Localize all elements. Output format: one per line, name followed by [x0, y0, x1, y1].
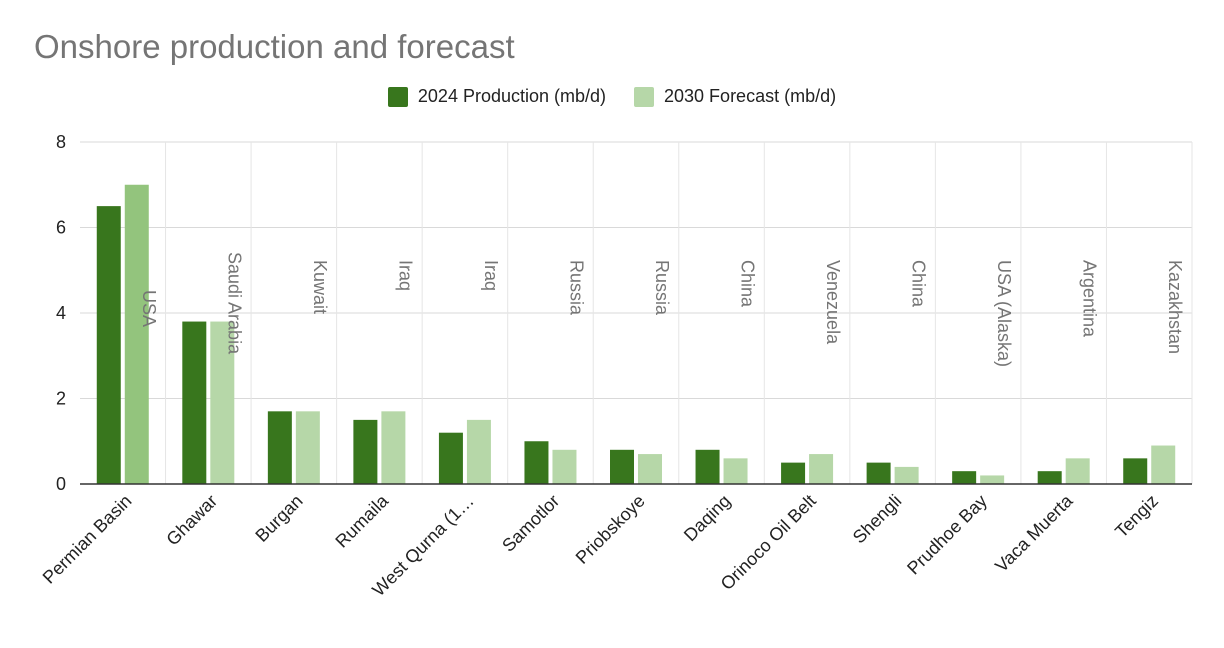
legend-swatch-2030	[634, 86, 655, 107]
bar-2030	[552, 449, 577, 484]
bar-annotation: USA	[139, 290, 159, 327]
x-tick-label: Vaca Muerta	[991, 490, 1077, 576]
bar-2024	[96, 206, 121, 484]
bar-2024	[438, 432, 463, 484]
bar-2030	[295, 411, 320, 484]
bar-2030	[210, 321, 235, 484]
bar-annotation: Argentina	[1080, 260, 1100, 338]
bar-2024	[610, 449, 634, 484]
bar-2030	[723, 458, 748, 484]
x-tick-label: Shengli	[849, 491, 906, 548]
bar-2030	[466, 419, 491, 484]
chart-title: Onshore production and forecast	[34, 28, 515, 65]
x-tick-label: Priobskoye	[572, 491, 649, 568]
y-tick-label: 0	[56, 474, 66, 494]
x-tick-label: Samotlor	[498, 491, 563, 556]
bar-2030	[1065, 458, 1090, 484]
bar-2030	[980, 475, 1005, 484]
x-tick-label: Daqing	[680, 491, 734, 545]
bar-annotation: Iraq	[481, 260, 501, 291]
x-tick-label: Prudhoe Bay	[903, 491, 991, 579]
bar-2024	[524, 441, 549, 484]
bar-annotation: Saudi Arabia	[224, 252, 244, 355]
bar-annotation: Kazakhstan	[1165, 260, 1185, 354]
bar-2024	[952, 471, 977, 484]
legend-label-2024: 2024 Production (mb/d)	[417, 86, 607, 106]
legend-item-2024[interactable]: 2024 Production (mb/d)	[387, 86, 607, 107]
bar-2024	[1123, 458, 1148, 484]
x-tick-label: Tengiz	[1111, 491, 1162, 542]
bar-annotation: Venezuela	[823, 260, 843, 345]
legend-item-2030[interactable]: 2030 Forecast (mb/d)	[634, 86, 836, 107]
legend-swatch-2024	[387, 86, 408, 107]
bar-2030	[124, 184, 149, 484]
bar-annotation: China	[738, 260, 758, 308]
legend-label-2030: 2030 Forecast (mb/d)	[664, 86, 837, 106]
x-tick-label: Ghawar	[162, 491, 221, 550]
bar-2024	[781, 462, 806, 484]
bar-annotation: USA (Alaska)	[994, 260, 1014, 367]
bar-2030	[809, 454, 834, 484]
y-tick-label: 8	[56, 132, 66, 152]
bar-2024	[182, 321, 207, 484]
bar-2024	[695, 449, 720, 484]
bar-annotation: Russia	[652, 260, 672, 316]
bar-annotation: China	[909, 260, 929, 308]
bar-2024	[1037, 471, 1062, 484]
chart-legend: 2024 Production (mb/d) 2030 Forecast (mb…	[0, 86, 1224, 107]
bar-2030	[1151, 445, 1176, 484]
x-tick-label: Permian Basin	[39, 491, 136, 588]
x-tick-label: Rumaila	[331, 490, 393, 552]
bar-annotation: Kuwait	[310, 260, 330, 314]
bar-2024	[353, 419, 378, 484]
bar-2030	[894, 466, 919, 484]
bar-annotation: Russia	[566, 260, 586, 316]
y-tick-label: 6	[56, 218, 66, 238]
bar-2030	[381, 411, 406, 484]
bar-2024	[866, 462, 891, 484]
y-tick-label: 2	[56, 389, 66, 409]
bar-2030	[638, 454, 662, 484]
y-tick-label: 4	[56, 303, 66, 323]
bar-2024	[267, 411, 292, 484]
bar-annotation: Iraq	[395, 260, 415, 291]
x-tick-label: Burgan	[251, 491, 306, 546]
